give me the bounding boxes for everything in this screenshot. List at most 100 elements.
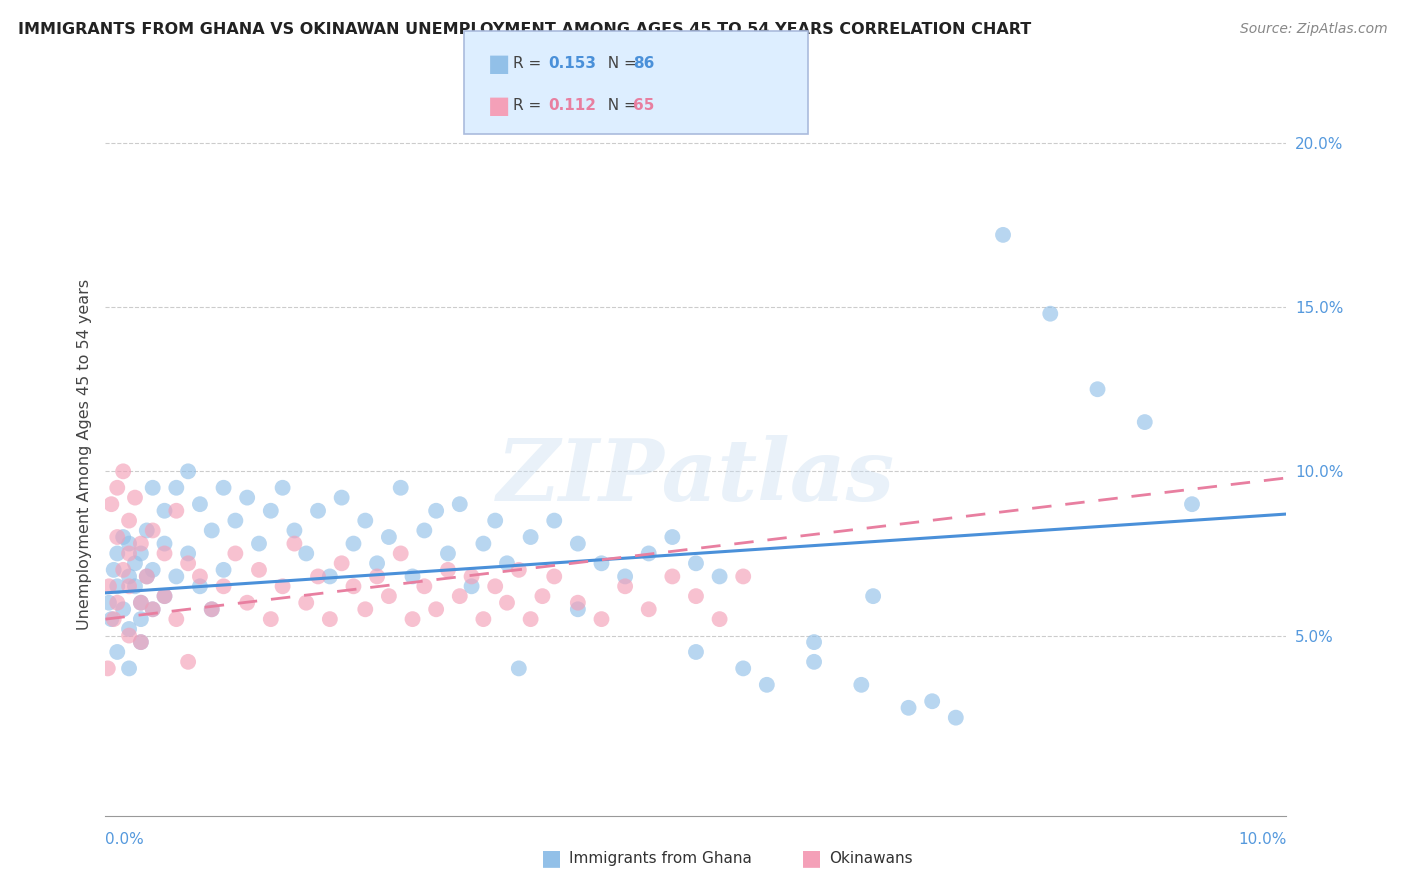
Point [614,579,637,593]
Point [1087,382,1109,396]
Point [153,589,176,603]
Text: 10.0%: 10.0% [1239,832,1286,847]
Point [803,655,825,669]
Point [118,536,141,550]
Text: 65: 65 [633,98,654,113]
Point [685,589,707,603]
Point [165,612,187,626]
Point [105,579,128,593]
Text: ■: ■ [488,94,510,118]
Point [236,596,259,610]
Point [135,524,157,538]
Text: 86: 86 [633,56,654,71]
Point [709,569,731,583]
Point [733,661,755,675]
Point [177,546,200,560]
Point [142,481,165,495]
Point [685,557,707,571]
Point [212,579,235,593]
Point [165,481,187,495]
Text: N =: N = [598,56,641,71]
Point [401,612,423,626]
Text: 0.153: 0.153 [548,56,596,71]
Text: IMMIGRANTS FROM GHANA VS OKINAWAN UNEMPLOYMENT AMONG AGES 45 TO 54 YEARS CORRELA: IMMIGRANTS FROM GHANA VS OKINAWAN UNEMPL… [18,22,1032,37]
Point [135,569,157,583]
Point [484,579,506,593]
Point [508,563,530,577]
Point [105,596,128,610]
Point [103,612,125,626]
Point [135,569,157,583]
Point [661,530,683,544]
Point [124,557,146,571]
Point [124,579,146,593]
Point [496,596,519,610]
Point [921,694,943,708]
Point [591,612,613,626]
Point [103,563,125,577]
Text: ■: ■ [488,52,510,76]
Point [129,635,152,649]
Point [496,557,519,571]
Text: N =: N = [598,98,641,113]
Point [991,227,1014,242]
Point [165,569,187,583]
Point [129,596,152,610]
Point [543,569,565,583]
Point [378,530,401,544]
Point [519,530,541,544]
Point [449,589,471,603]
Point [118,514,141,528]
Point [247,563,270,577]
Point [425,602,447,616]
Point [118,622,141,636]
Point [118,661,141,675]
Point [112,464,135,478]
Point [201,524,224,538]
Point [519,612,541,626]
Point [118,569,141,583]
Text: R =: R = [513,56,547,71]
Point [112,602,135,616]
Point [201,602,224,616]
Point [165,504,187,518]
Point [212,481,235,495]
Point [1133,415,1156,429]
Text: Immigrants from Ghana: Immigrants from Ghana [569,851,752,865]
Point [319,612,342,626]
Point [472,536,495,550]
Point [614,569,637,583]
Point [389,481,412,495]
Point [460,579,482,593]
Point [212,563,235,577]
Text: R =: R = [513,98,547,113]
Point [897,701,920,715]
Point [105,481,128,495]
Point [105,645,128,659]
Point [389,546,412,560]
Point [224,546,246,560]
Point [661,569,683,583]
Point [378,589,401,603]
Point [188,569,211,583]
Point [307,569,329,583]
Point [201,602,224,616]
Point [803,635,825,649]
Point [247,536,270,550]
Point [112,530,135,544]
Point [437,546,460,560]
Point [567,536,589,550]
Point [283,536,305,550]
Point [224,514,246,528]
Point [142,602,165,616]
Point [153,589,176,603]
Point [354,602,377,616]
Point [851,678,873,692]
Point [755,678,778,692]
Point [342,536,364,550]
Point [437,563,460,577]
Point [733,569,755,583]
Point [129,612,152,626]
Point [153,546,176,560]
Point [862,589,884,603]
